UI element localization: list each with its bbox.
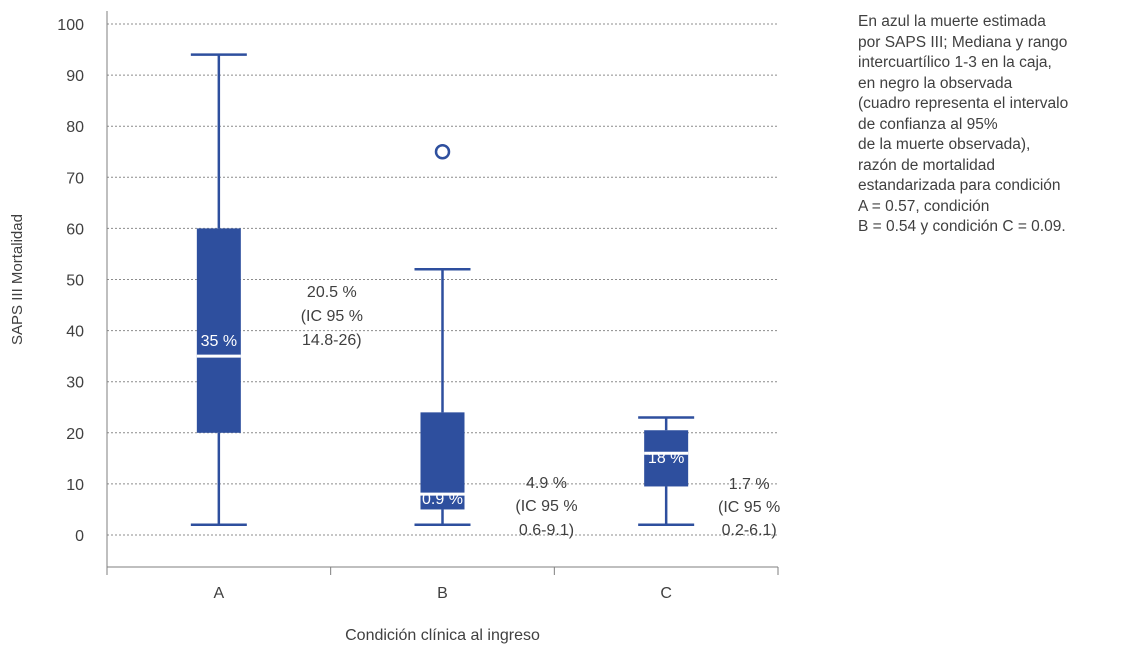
y-tick-label: 50 xyxy=(66,273,84,290)
y-tick-label: 30 xyxy=(66,375,84,392)
median-label: 35 % xyxy=(201,333,237,350)
x-tick-label: C xyxy=(660,585,672,602)
median-label: 0.9 % xyxy=(422,491,463,508)
y-tick-label: 70 xyxy=(66,170,84,187)
note-line: de confianza al 95% xyxy=(858,115,998,133)
note-line: en negro la observada xyxy=(858,74,1013,92)
y-tick-label: 90 xyxy=(66,68,84,85)
note-line: de la muerte observada), xyxy=(858,136,1031,153)
y-tick-label: 10 xyxy=(66,477,84,494)
y-tick-label: 40 xyxy=(66,324,84,341)
box-iqr xyxy=(644,430,689,487)
observed-label: (IC 95 % xyxy=(718,499,780,516)
median-label: 18 % xyxy=(648,450,684,467)
box-iqr xyxy=(196,228,241,433)
note-line: razón de mortalidad xyxy=(858,156,995,174)
x-tick-label: B xyxy=(437,585,448,602)
x-tick-label: A xyxy=(213,585,224,602)
note-line: B = 0.54 y condición C = 0.09. xyxy=(858,218,1066,235)
observed-label: (IC 95 % xyxy=(301,308,363,325)
observed-label: 1.7 % xyxy=(729,476,770,493)
y-tick-label: 20 xyxy=(66,426,84,443)
observed-label: (IC 95 % xyxy=(515,498,577,515)
note-line: (cuadro representa el intervalo xyxy=(858,95,1069,112)
observed-label: 20.5 % xyxy=(307,284,357,301)
note-line: por SAPS III; Mediana y rango xyxy=(858,33,1068,51)
outlier-point xyxy=(434,144,451,160)
y-tick-label: 0 xyxy=(75,528,84,545)
chart-note: En azul la muerte estimada por SAPS III;… xyxy=(858,12,1120,238)
note-line: A = 0.57, condición xyxy=(858,197,990,215)
note-line: estandarizada para condición xyxy=(858,177,1061,194)
observed-label: 0.2-6.1) xyxy=(722,522,777,539)
y-tick-label: 80 xyxy=(66,119,84,136)
y-axis-label: SAPS III Mortalidad xyxy=(9,214,26,345)
y-tick-label: 100 xyxy=(57,17,84,34)
note-line: En azul la muerte estimada xyxy=(858,13,1046,30)
observed-label: 4.9 % xyxy=(526,475,567,492)
observed-label: 14.8-26) xyxy=(302,332,362,349)
observed-label: 0.6-9.1) xyxy=(519,522,574,539)
x-axis-label: Condición clínica al ingreso xyxy=(345,627,540,644)
note-line: intercuartílico 1-3 en la caja, xyxy=(858,54,1052,71)
y-tick-label: 60 xyxy=(66,221,84,238)
